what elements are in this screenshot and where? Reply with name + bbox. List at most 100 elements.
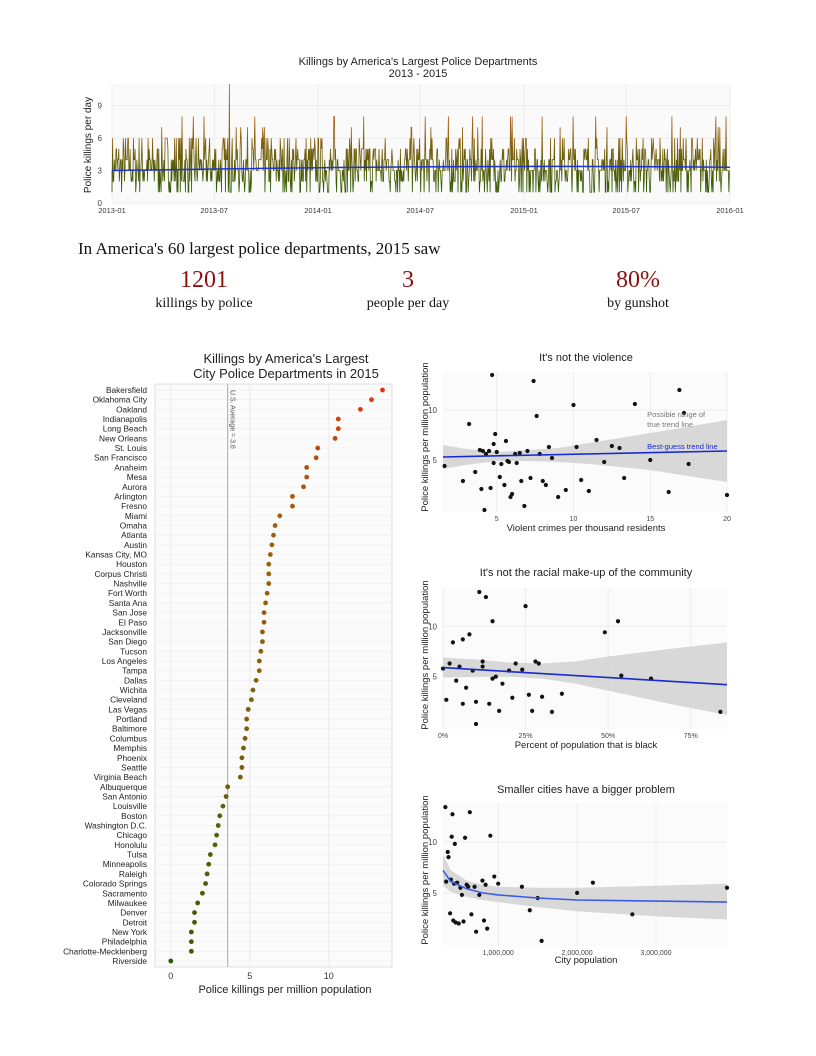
data-point	[724, 885, 730, 890]
data-point	[493, 674, 498, 679]
trend-line	[442, 450, 728, 458]
data-point	[559, 691, 564, 696]
data-point	[681, 410, 687, 416]
y-tick-label: 0	[98, 199, 103, 208]
data-point	[556, 494, 561, 500]
confidence-band	[443, 854, 727, 920]
panel-population-xlabel: City population	[555, 955, 618, 966]
x-tick-label: 1,000,000	[483, 950, 514, 957]
data-point	[543, 482, 548, 488]
data-point	[494, 449, 499, 455]
x-tick-label: 5	[495, 516, 499, 523]
data-point	[482, 507, 487, 513]
y-tick-label: 5	[433, 456, 438, 465]
data-point	[448, 911, 453, 916]
data-point	[523, 604, 528, 609]
data-point	[615, 619, 621, 624]
y-tick-label: 10	[428, 406, 437, 415]
panel-race-ylabel: Police killings per million population	[420, 580, 431, 729]
confidence-band	[443, 642, 727, 715]
data-point	[480, 659, 485, 664]
data-point	[477, 892, 482, 898]
x-tick-label: 0%	[438, 733, 448, 740]
confidence-band	[443, 420, 727, 482]
x-tick-label: 2014-01	[304, 206, 332, 215]
panel-violence-ylabel: Police killings per million population	[420, 362, 431, 511]
data-point	[490, 619, 495, 624]
y-tick-label: 3	[98, 167, 103, 176]
data-point	[648, 457, 653, 463]
data-point	[571, 402, 576, 408]
data-point	[539, 938, 544, 943]
annotation-range: Possible range of	[647, 410, 706, 419]
data-point	[630, 912, 635, 917]
data-point	[492, 874, 497, 879]
data-point	[486, 448, 492, 454]
panel-violence-title: It's not the violence	[539, 352, 633, 364]
data-point	[496, 881, 501, 886]
stat-per-day: 3 people per day	[298, 266, 518, 314]
data-point	[454, 678, 459, 683]
data-point	[442, 463, 447, 469]
y-tick-label: 5	[433, 673, 438, 682]
data-point	[526, 692, 531, 697]
data-point	[590, 880, 595, 885]
data-point	[450, 640, 456, 645]
data-point	[488, 485, 493, 491]
data-point	[622, 475, 627, 481]
x-tick-label: 10	[570, 516, 578, 523]
data-point	[579, 477, 584, 483]
data-point	[443, 804, 448, 810]
data-point	[531, 378, 536, 384]
data-point	[724, 492, 730, 498]
panel-race-xlabel: Percent of population that is black	[515, 740, 658, 751]
x-tick-label: 15	[646, 516, 654, 523]
data-point	[467, 810, 472, 815]
data-point	[467, 632, 472, 637]
panel-background	[443, 803, 727, 946]
x-tick-label: 2013-01	[98, 206, 126, 215]
data-point	[485, 926, 490, 931]
data-point	[510, 695, 515, 700]
data-point	[522, 503, 527, 509]
data-point	[503, 438, 509, 444]
data-point	[488, 833, 493, 838]
data-point	[677, 387, 682, 393]
trend-line	[111, 165, 731, 172]
data-point	[632, 401, 637, 407]
data-point	[525, 448, 530, 454]
data-point	[549, 709, 555, 714]
data-point	[513, 661, 518, 666]
data-point	[602, 459, 607, 465]
stat-label: by gunshot	[607, 296, 669, 311]
data-point	[530, 708, 535, 713]
data-point	[487, 701, 492, 706]
data-point	[534, 413, 539, 419]
data-point	[457, 664, 462, 669]
data-point	[536, 661, 541, 666]
data-point	[445, 849, 450, 855]
data-point	[517, 450, 522, 456]
stat-gunshot: 80% by gunshot	[528, 266, 748, 314]
data-point	[493, 431, 498, 437]
data-point	[546, 444, 552, 450]
timeseries-ylabel: Police killings per day	[83, 97, 94, 193]
data-point	[586, 488, 591, 494]
data-point	[520, 667, 525, 672]
data-point	[686, 461, 691, 467]
stat-killings: 1201 killings by police	[94, 266, 314, 314]
data-point	[514, 460, 519, 466]
data-point	[466, 421, 472, 427]
data-point	[500, 681, 505, 686]
data-point	[473, 699, 479, 704]
stat-value: 3	[402, 267, 414, 293]
data-point	[490, 676, 495, 681]
data-point	[452, 841, 457, 846]
headline: In America's 60 largest police departmen…	[78, 239, 441, 258]
data-point	[519, 478, 524, 484]
data-point	[519, 884, 524, 889]
y-tick-label: 10	[428, 838, 437, 847]
data-point	[459, 892, 465, 898]
data-point	[491, 441, 496, 447]
